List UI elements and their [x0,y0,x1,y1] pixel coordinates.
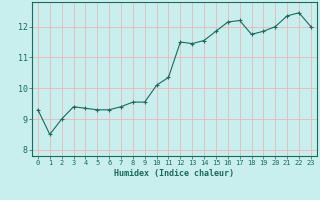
X-axis label: Humidex (Indice chaleur): Humidex (Indice chaleur) [115,169,234,178]
